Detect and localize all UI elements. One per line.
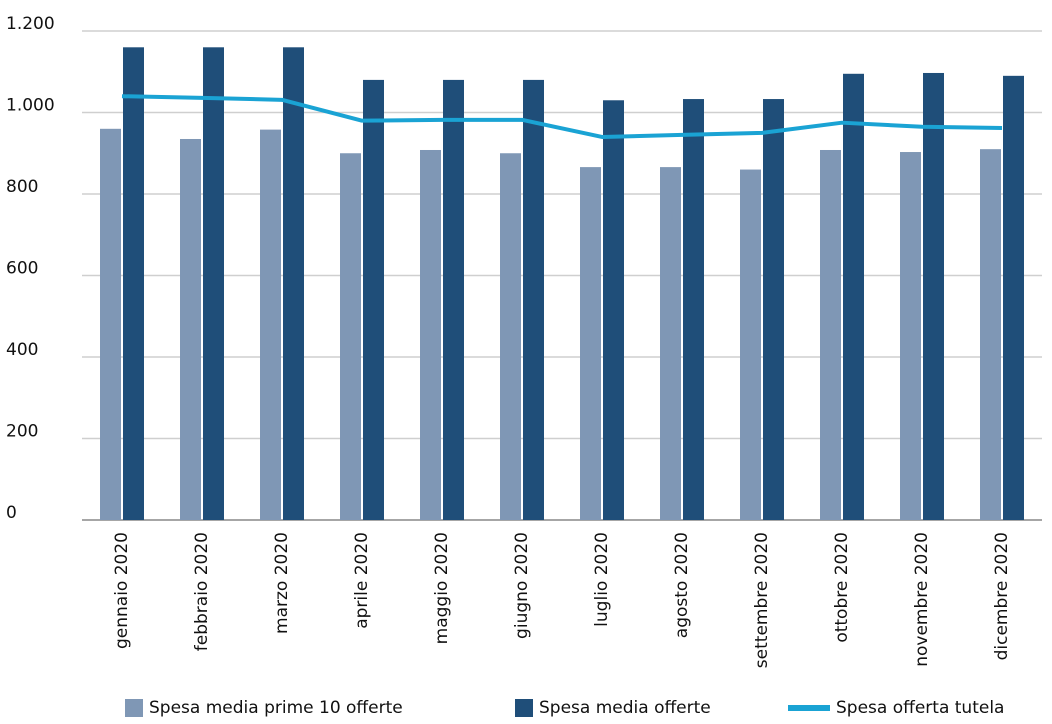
bar — [500, 153, 521, 520]
bar — [523, 79, 544, 521]
x-tick-label: aprile 2020 — [352, 532, 372, 629]
bar — [740, 169, 761, 521]
x-tick-label: febbraio 2020 — [192, 532, 212, 651]
y-tick-label: 200 — [6, 422, 38, 442]
legend-swatch — [788, 705, 830, 711]
legend-label: Spesa media prime 10 offerte — [149, 698, 403, 718]
legend-label: Spesa media offerte — [539, 698, 711, 718]
x-tick-label: agosto 2020 — [672, 532, 692, 638]
bar — [660, 167, 681, 521]
bar — [203, 47, 224, 521]
x-tick-label: dicembre 2020 — [992, 532, 1012, 660]
x-tick-label: luglio 2020 — [592, 532, 612, 627]
bar — [123, 47, 144, 521]
y-tick-label: 400 — [6, 340, 38, 360]
legend-swatch — [125, 699, 143, 717]
y-tick-label: 1.200 — [6, 14, 55, 34]
x-tick-label: settembre 2020 — [752, 532, 772, 668]
x-tick-label: maggio 2020 — [432, 532, 452, 644]
x-tick-label: giugno 2020 — [512, 532, 532, 639]
bar — [260, 129, 281, 521]
bar — [763, 99, 784, 521]
legend-swatch — [515, 699, 533, 717]
legend-label: Spesa offerta tutela — [836, 698, 1004, 718]
x-tick-label: marzo 2020 — [272, 532, 292, 634]
bar — [100, 128, 121, 521]
bar — [603, 100, 624, 521]
bar — [923, 72, 944, 520]
bar — [363, 79, 384, 521]
bar — [683, 99, 704, 521]
bar — [980, 149, 1001, 521]
y-tick-label: 1.000 — [6, 96, 55, 116]
y-tick-label: 0 — [6, 503, 17, 523]
bar — [340, 153, 361, 520]
bar — [900, 152, 921, 520]
line — [121, 94, 1003, 139]
bar — [180, 138, 201, 521]
x-tick-label: ottobre 2020 — [832, 532, 852, 643]
bar — [443, 79, 464, 521]
x-tick-label: gennaio 2020 — [112, 532, 132, 649]
bar — [843, 73, 864, 520]
bar — [1003, 75, 1024, 520]
bar — [820, 149, 841, 521]
bar — [580, 167, 601, 521]
y-tick-label: 800 — [6, 177, 38, 197]
bar — [420, 149, 441, 521]
bar — [283, 47, 304, 521]
x-tick-label: novembre 2020 — [912, 532, 932, 667]
y-tick-label: 600 — [6, 259, 38, 279]
